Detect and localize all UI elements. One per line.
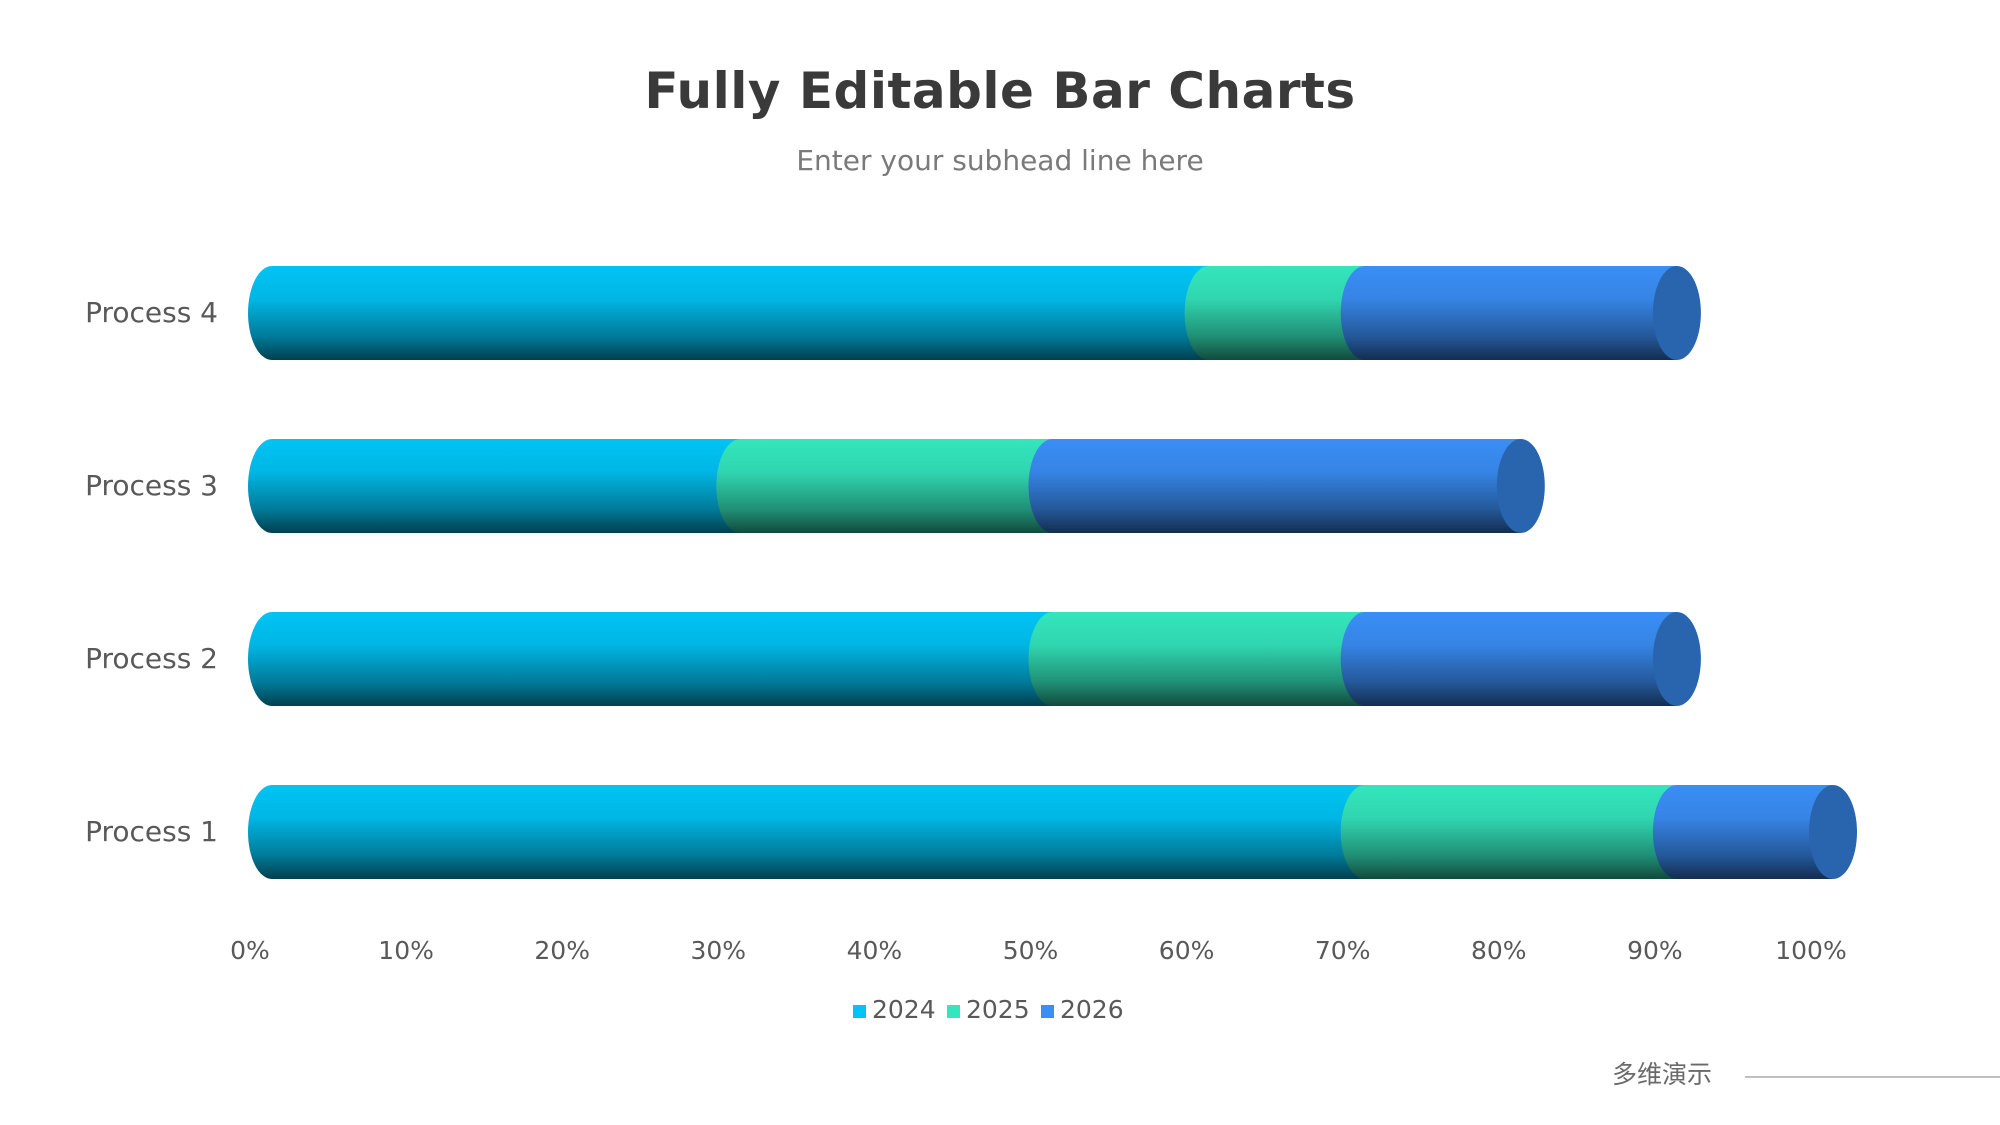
x-tick-label: 30%	[691, 936, 747, 965]
bar-end-cap	[1496, 439, 1545, 533]
chart-title: Fully Editable Bar Charts	[644, 62, 1356, 120]
x-tick-label: 100%	[1775, 936, 1846, 965]
legend-item-2024: 2024	[853, 995, 936, 1024]
legend: 2024 2025 2026	[853, 995, 1124, 1024]
chart-subtitle: Enter your subhead line here	[796, 144, 1204, 177]
bar-segment-2024	[272, 266, 1209, 360]
bar-segment-2025	[716, 439, 1053, 533]
x-tick-label: 20%	[534, 936, 590, 965]
bar-end-cap	[1652, 266, 1701, 360]
brand-label: 多维演示	[1612, 1060, 1713, 1089]
bar-left-end	[248, 439, 272, 533]
x-tick-label: 0%	[230, 936, 270, 965]
bar-segment-2024	[272, 785, 1365, 879]
bar-segment-2025	[1028, 612, 1365, 706]
category-label: Process 2	[85, 642, 218, 675]
legend-swatch	[947, 1005, 960, 1018]
legend-swatch	[1041, 1005, 1054, 1018]
x-tick-label: 50%	[1003, 936, 1059, 965]
bar-end-cap	[1652, 612, 1701, 706]
x-tick-label: 60%	[1159, 936, 1215, 965]
x-tick-label: 70%	[1315, 936, 1371, 965]
bar-left-end	[248, 785, 272, 879]
category-label: Process 1	[85, 815, 218, 848]
bar-segment-2026	[1028, 439, 1521, 533]
category-labels: Process 1 Process 2 Process 3 Process 4	[85, 296, 218, 848]
bar-end-cap	[1809, 785, 1857, 879]
legend-label: 2024	[872, 995, 936, 1024]
bar-segment-2026	[1652, 785, 1833, 879]
bar-segment-2024	[272, 612, 1053, 706]
legend-label: 2025	[966, 995, 1030, 1024]
bar-group-process-2	[248, 612, 1701, 706]
x-tick-label: 80%	[1471, 936, 1527, 965]
bar-left-end	[248, 612, 272, 706]
footer-divider	[1745, 1076, 2000, 1078]
bars-layer	[248, 266, 1857, 879]
legend-item-2025: 2025	[947, 995, 1030, 1024]
bar-segment-2026	[1340, 612, 1677, 706]
bar-left-end	[248, 266, 272, 360]
x-tick-label: 90%	[1627, 936, 1683, 965]
x-tick-label: 10%	[378, 936, 434, 965]
legend-item-2026: 2026	[1041, 995, 1124, 1024]
x-axis-ticks: 0% 10% 20% 30% 40% 50% 60% 70% 80% 90% 100%	[230, 936, 1847, 965]
category-label: Process 4	[85, 296, 218, 329]
legend-swatch	[853, 1005, 866, 1018]
bar-segment-2025	[1340, 785, 1677, 879]
x-tick-label: 40%	[847, 936, 903, 965]
legend-label: 2026	[1060, 995, 1124, 1024]
bar-group-process-4	[248, 266, 1701, 360]
category-label: Process 3	[85, 469, 218, 502]
bar-segment-2025	[1184, 266, 1365, 360]
bar-segment-2024	[272, 439, 741, 533]
bar-group-process-1	[248, 785, 1857, 879]
bar-group-process-3	[248, 439, 1545, 533]
bar-segment-2026	[1340, 266, 1677, 360]
